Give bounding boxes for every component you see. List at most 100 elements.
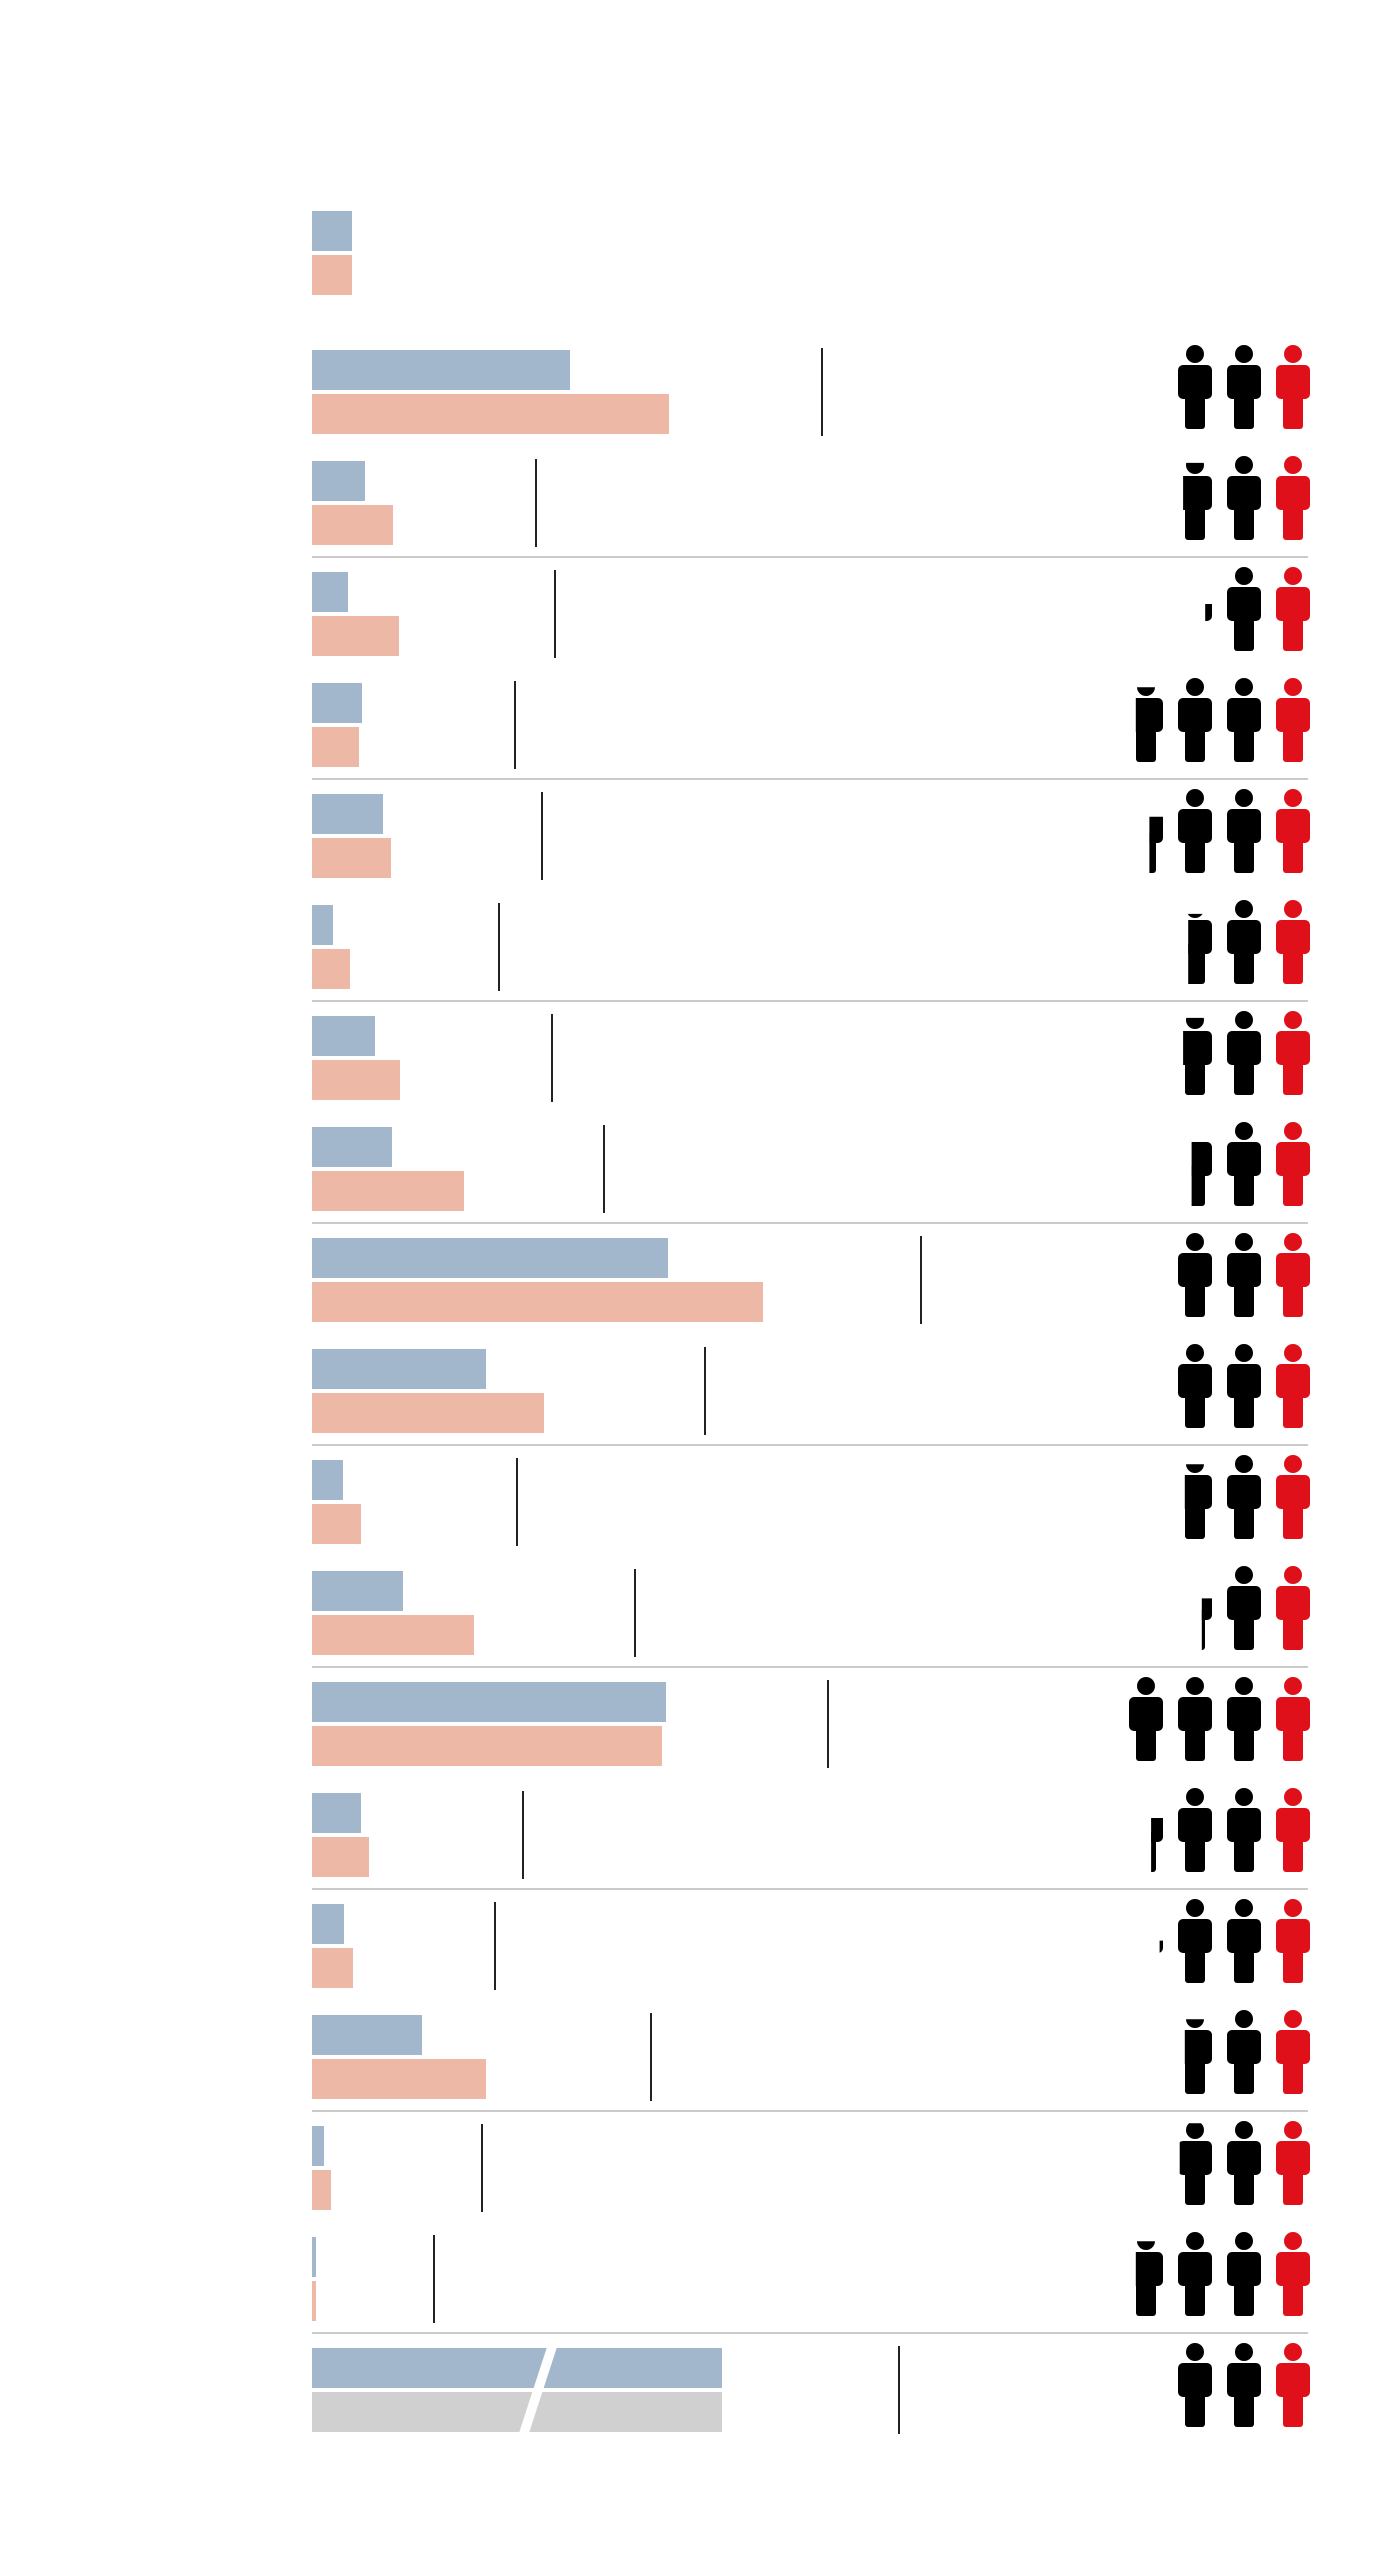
- bar-series-b-row-1: [312, 394, 669, 434]
- bar-series-b-row-7: [312, 1060, 400, 1100]
- red-person-icon-row-15: [1276, 1899, 1310, 1983]
- red-person-icon-row-8: [1276, 1122, 1310, 1206]
- black-person-icon-row-18-2: [1135, 2241, 1163, 2316]
- red-person-icon-row-13: [1276, 1677, 1310, 1761]
- bar-series-b-row-9: [312, 1282, 763, 1322]
- bar-series-b-row-14: [312, 1837, 369, 1877]
- black-person-icon-row-17-1: [1179, 2123, 1212, 2205]
- black-person-icon-row-9-0: [1227, 1233, 1261, 1317]
- bar-series-b-row-18: [312, 2281, 316, 2321]
- black-person-icon-row-16-1: [1184, 2019, 1212, 2094]
- black-person-icon-row-7-0: [1227, 1011, 1261, 1095]
- black-person-icon-row-3-1: [1205, 603, 1212, 621]
- bar-series-a-row-19: [312, 2348, 722, 2388]
- black-person-icon-row-11-0: [1227, 1455, 1261, 1539]
- bar-series-b-row-5: [312, 838, 391, 878]
- black-person-icon-row-2-0: [1227, 456, 1261, 540]
- red-person-icon-row-4: [1276, 678, 1310, 762]
- black-person-icon-row-3-0: [1227, 567, 1261, 651]
- bar-series-a-row-6: [312, 905, 333, 945]
- bar-series-a-row-10: [312, 1349, 486, 1389]
- black-person-icon-row-14-1: [1178, 1788, 1212, 1872]
- black-person-icon-row-14-0: [1227, 1788, 1261, 1872]
- black-person-icon-row-7-1: [1183, 1017, 1212, 1095]
- red-person-icon-row-12: [1276, 1566, 1310, 1650]
- black-person-icon-row-18-1: [1178, 2232, 1212, 2316]
- black-person-icon-row-19-1: [1178, 2343, 1212, 2427]
- black-person-icon-row-6-0: [1227, 900, 1261, 984]
- black-person-icon-row-18-0: [1227, 2232, 1261, 2316]
- black-person-icon-row-12-0: [1227, 1566, 1261, 1650]
- black-person-icon-row-11-1: [1184, 1464, 1212, 1539]
- red-person-icon-row-1: [1276, 345, 1310, 429]
- red-person-icon-row-14: [1276, 1788, 1310, 1872]
- red-person-icon-row-9: [1276, 1233, 1310, 1317]
- red-person-icon-row-19: [1276, 2343, 1310, 2427]
- bar-series-a-row-18: [312, 2237, 316, 2277]
- bar-series-b-row-19: [312, 2392, 722, 2432]
- bar-series-a-row-11: [312, 1460, 343, 1500]
- bar-series-a-row-16: [312, 2015, 422, 2055]
- red-person-icon-row-5: [1276, 789, 1310, 873]
- black-person-icon-row-16-0: [1227, 2010, 1261, 2094]
- red-person-icon-row-3: [1276, 567, 1310, 651]
- black-person-icon-row-15-2: [1159, 1940, 1163, 1953]
- black-person-icon-row-1-1: [1178, 345, 1212, 429]
- black-person-icon-row-5-1: [1178, 789, 1212, 873]
- black-person-icon-row-12-1: [1201, 1598, 1212, 1650]
- black-person-icon-row-15-1: [1178, 1899, 1212, 1983]
- bar-series-a-row-4: [312, 683, 362, 723]
- black-person-icon-row-8-1: [1191, 1142, 1212, 1206]
- bar-series-a-row-5: [312, 794, 383, 834]
- red-person-icon-row-10: [1276, 1344, 1310, 1428]
- red-person-icon-row-11: [1276, 1455, 1310, 1539]
- bar-series-b-row-4: [312, 727, 359, 767]
- bar-series-b-row-17: [312, 2170, 331, 2210]
- bar-series-a-row-1: [312, 350, 570, 390]
- black-person-icon-row-8-0: [1227, 1122, 1261, 1206]
- bar-series-b-row-16: [312, 2059, 486, 2099]
- black-person-icon-row-19-0: [1227, 2343, 1261, 2427]
- red-person-icon-row-18: [1276, 2232, 1310, 2316]
- bar-series-a-row-12: [312, 1571, 403, 1611]
- bar-series-a-row-9: [312, 1238, 668, 1278]
- red-person-icon-row-7: [1276, 1011, 1310, 1095]
- bar-series-a-row-2: [312, 461, 365, 501]
- bar-series-a-row-17: [312, 2126, 324, 2166]
- black-person-icon-row-10-1: [1178, 1344, 1212, 1428]
- black-person-icon-row-13-1: [1178, 1677, 1212, 1761]
- black-person-icon-row-14-2: [1151, 1818, 1163, 1872]
- black-person-icon-row-1-0: [1227, 345, 1261, 429]
- bar-series-b-row-3: [312, 616, 399, 656]
- bar-series-b-row-8: [312, 1171, 464, 1211]
- red-person-icon-row-6: [1276, 900, 1310, 984]
- black-person-icon-row-9-1: [1178, 1233, 1212, 1317]
- bar-series-b-row-0: [312, 255, 352, 295]
- black-person-icon-row-17-0: [1227, 2121, 1261, 2205]
- black-person-icon-row-13-2: [1129, 1677, 1163, 1761]
- bar-series-a-row-3: [312, 572, 348, 612]
- bar-series-a-row-14: [312, 1793, 361, 1833]
- bar-series-a-row-7: [312, 1016, 375, 1056]
- black-person-icon-row-6-1: [1188, 913, 1212, 984]
- bar-series-b-row-15: [312, 1948, 353, 1988]
- black-person-icon-row-4-1: [1178, 678, 1212, 762]
- red-person-icon-row-2: [1276, 456, 1310, 540]
- bar-series-b-row-2: [312, 505, 393, 545]
- bar-series-a-row-0: [312, 211, 352, 251]
- bar-series-a-row-13: [312, 1682, 666, 1722]
- black-person-icon-row-5-2: [1149, 816, 1163, 873]
- bar-series-b-row-6: [312, 949, 350, 989]
- black-person-icon-row-5-0: [1227, 789, 1261, 873]
- black-person-icon-row-13-0: [1227, 1677, 1261, 1761]
- black-person-icon-row-15-0: [1227, 1899, 1261, 1983]
- bar-series-b-row-13: [312, 1726, 662, 1766]
- bar-series-a-row-8: [312, 1127, 392, 1167]
- black-person-icon-row-4-0: [1227, 678, 1261, 762]
- black-person-icon-row-4-2: [1135, 687, 1163, 762]
- red-person-icon-row-17: [1276, 2121, 1310, 2205]
- bar-series-b-row-10: [312, 1393, 544, 1433]
- red-person-icon-row-16: [1276, 2010, 1310, 2094]
- black-person-icon-row-10-0: [1227, 1344, 1261, 1428]
